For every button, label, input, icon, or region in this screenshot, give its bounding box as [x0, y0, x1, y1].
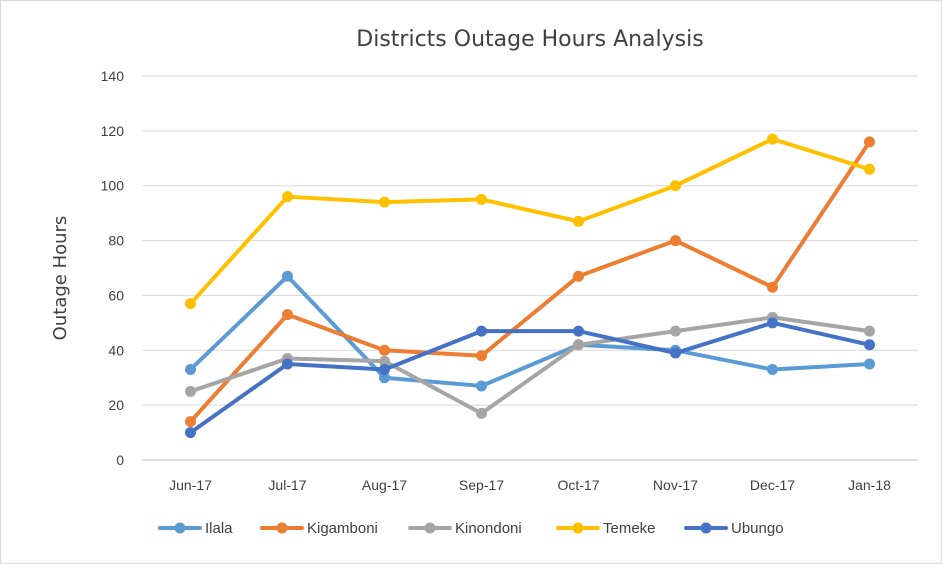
x-tick-label: Oct-17 [557, 477, 599, 493]
series-line-kinondoni [188, 315, 872, 416]
legend-label: Kinondoni [455, 520, 522, 537]
data-point-temeke [476, 193, 487, 205]
series-temeke [185, 133, 875, 310]
chart-title: Districts Outage Hours Analysis [356, 27, 703, 52]
legend-label: Temeke [603, 520, 656, 537]
data-point-ubungo [767, 317, 778, 329]
data-point-ubungo [185, 427, 196, 439]
y-tick-label: 120 [101, 123, 125, 139]
series-line-kigamboni [188, 139, 872, 424]
data-point-kinondoni [379, 355, 390, 367]
series-line-ilala [188, 274, 872, 388]
data-point-kigamboni [767, 281, 778, 293]
legend-label: Kigamboni [307, 520, 378, 537]
data-point-ilala [379, 372, 390, 384]
data-point-kigamboni [573, 270, 584, 282]
legend-label: Ilala [205, 520, 233, 537]
legend: Ilala Kigamboni Kinondoni Temeke Ubungo [158, 520, 784, 537]
legend-item-ilala: Ilala [158, 520, 233, 537]
y-tick-labels: 0 20 40 60 80 100 120 140 [101, 68, 125, 468]
series-ubungo [185, 317, 875, 439]
legend-item-kinondoni: Kinondoni [408, 520, 522, 537]
data-point-ilala [767, 363, 778, 375]
data-point-kigamboni [379, 344, 390, 356]
data-point-kinondoni [476, 407, 487, 419]
series-kigamboni [185, 136, 875, 428]
x-tick-label: Jul-17 [268, 477, 306, 493]
data-point-kigamboni [476, 350, 487, 362]
y-axis-label: Outage Hours [50, 216, 71, 341]
data-point-kinondoni [670, 325, 681, 337]
series-line-temeke [188, 137, 872, 306]
x-tick-label: Dec-17 [750, 477, 795, 493]
data-point-temeke [767, 133, 778, 145]
x-tick-labels: Jun-17 Jul-17 Aug-17 Sep-17 Oct-17 Nov-17 Dec-… [169, 477, 891, 493]
legend-swatch-marker [424, 522, 436, 534]
data-point-temeke [670, 180, 681, 192]
data-point-ubungo [670, 347, 681, 359]
y-tick-label: 20 [108, 397, 124, 413]
y-tick-label: 60 [108, 287, 124, 303]
data-point-ubungo [379, 363, 390, 375]
data-point-ubungo [573, 325, 584, 337]
x-tick-label: Jun-17 [169, 477, 212, 493]
data-point-kinondoni [573, 339, 584, 351]
gridlines [142, 75, 918, 461]
series-group [185, 133, 875, 439]
legend-swatch-marker [700, 522, 712, 534]
data-point-kigamboni [282, 309, 293, 321]
x-tick-label: Sep-17 [459, 477, 504, 493]
legend-label: Ubungo [731, 520, 784, 537]
data-point-kigamboni [864, 136, 875, 148]
y-tick-label: 0 [116, 452, 124, 468]
data-point-kigamboni [185, 416, 196, 428]
data-point-kigamboni [670, 235, 681, 247]
data-point-ubungo [282, 358, 293, 370]
data-point-temeke [864, 163, 875, 175]
legend-item-temeke: Temeke [556, 520, 656, 537]
legend-item-ubungo: Ubungo [684, 520, 784, 537]
data-point-temeke [282, 191, 293, 203]
data-point-ilala [864, 358, 875, 370]
x-tick-label: Jan-18 [848, 477, 891, 493]
legend-item-kigamboni: Kigamboni [260, 520, 378, 537]
data-point-ilala [185, 363, 196, 375]
x-tick-label: Aug-17 [362, 477, 407, 493]
y-tick-label: 140 [101, 68, 125, 84]
data-point-ubungo [864, 339, 875, 351]
data-point-ilala [476, 380, 487, 392]
x-tick-label: Nov-17 [653, 477, 698, 493]
y-tick-label: 100 [101, 178, 125, 194]
legend-swatch-marker [174, 522, 186, 534]
data-point-ubungo [476, 325, 487, 337]
data-point-ilala [282, 270, 293, 282]
y-tick-label: 40 [108, 342, 124, 358]
legend-swatch-marker [572, 522, 584, 534]
data-point-temeke [379, 196, 390, 208]
data-point-kinondoni [864, 325, 875, 337]
y-tick-label: 80 [108, 233, 124, 249]
data-point-temeke [185, 298, 196, 310]
data-point-kinondoni [185, 385, 196, 397]
legend-swatch-marker [276, 522, 288, 534]
data-point-temeke [573, 215, 584, 227]
series-line-ubungo [188, 320, 872, 435]
